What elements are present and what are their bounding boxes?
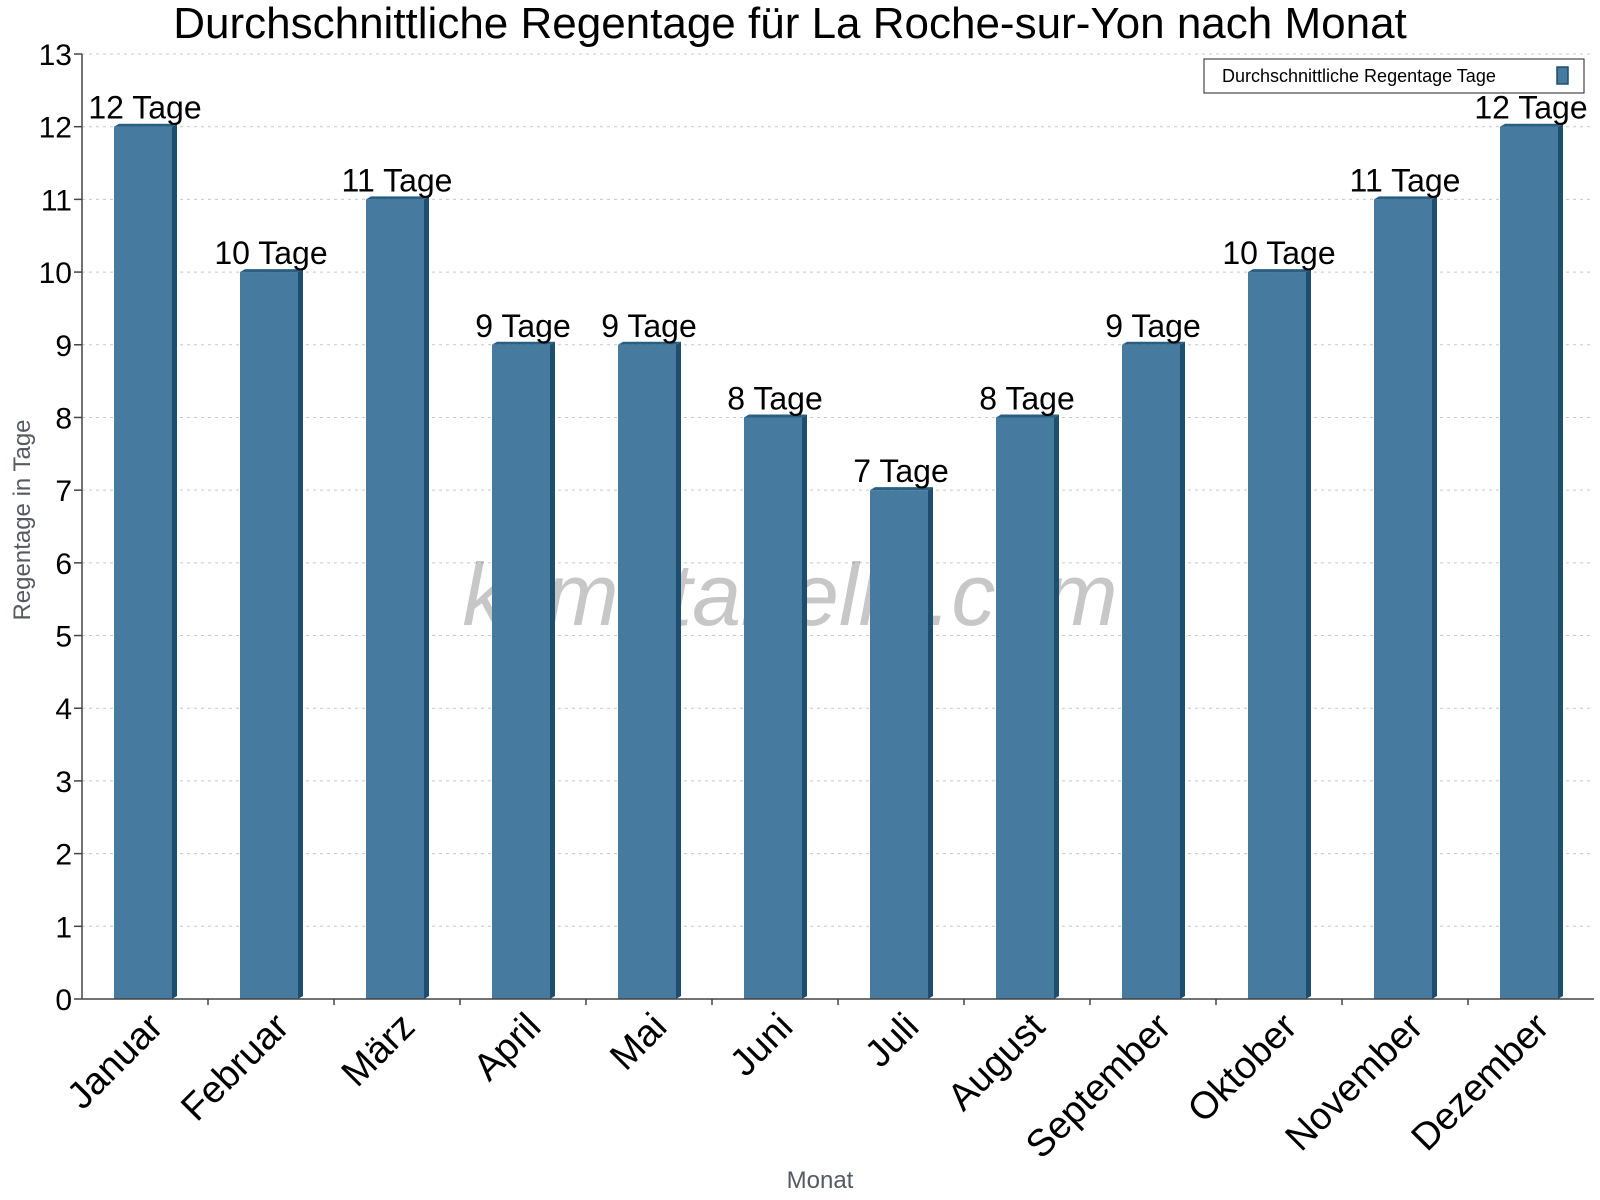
- x-tick-label: Dezember: [1404, 1005, 1558, 1159]
- bar-side: [424, 196, 429, 999]
- bar-top: [618, 341, 681, 345]
- bar-side: [802, 414, 807, 999]
- data-label: 7 Tage: [853, 453, 949, 489]
- y-tick-label: 12: [39, 112, 72, 145]
- bar-front: [996, 417, 1054, 999]
- bar-top: [744, 414, 807, 418]
- bar: [744, 414, 807, 999]
- y-tick-label: 2: [55, 839, 72, 872]
- y-tick-label: 7: [55, 475, 72, 508]
- chart-title: Durchschnittliche Regentage für La Roche…: [173, 0, 1407, 48]
- bar: [1374, 196, 1437, 999]
- bars: [114, 123, 1563, 1000]
- bar-top: [366, 196, 429, 200]
- y-tick-label: 5: [55, 621, 72, 654]
- bar-top: [492, 341, 555, 345]
- bar-top: [870, 487, 933, 491]
- bar-side: [172, 123, 177, 999]
- bar-side: [1054, 414, 1059, 999]
- x-tick-label: März: [334, 1006, 423, 1095]
- bar-side: [1306, 269, 1311, 1000]
- bar-front: [240, 272, 298, 1000]
- data-label: 11 Tage: [342, 162, 453, 198]
- bar-top: [240, 269, 303, 273]
- bar-front: [618, 344, 676, 999]
- bar: [366, 196, 429, 999]
- bar-front: [744, 417, 802, 999]
- bar: [114, 123, 177, 999]
- data-label: 9 Tage: [1105, 308, 1201, 344]
- bar-top: [1374, 196, 1437, 200]
- x-axis-ticks: Januar Februar März April Mai Juni Juli AugustS…: [59, 999, 1558, 1167]
- bar-top: [996, 414, 1059, 418]
- bar-front: [870, 490, 928, 999]
- bar: [1122, 341, 1185, 999]
- x-tick-label: Oktober: [1180, 1005, 1306, 1131]
- x-tick-label: August: [940, 1005, 1054, 1119]
- bar-front: [1248, 272, 1306, 1000]
- x-tick-label: Juni: [722, 1006, 801, 1085]
- data-label: 10 Tage: [1222, 235, 1335, 271]
- bar: [870, 487, 933, 999]
- y-tick-label: 11: [41, 184, 72, 217]
- bar-top: [1122, 341, 1185, 345]
- bar: [492, 341, 555, 999]
- bar-side: [298, 269, 303, 1000]
- bar-top: [1248, 269, 1311, 273]
- y-tick-label: 6: [55, 548, 72, 581]
- bar-top: [1500, 123, 1563, 127]
- y-axis-title: Regentage in Tage: [9, 419, 36, 620]
- data-label: 11 Tage: [1350, 162, 1461, 198]
- x-tick-label: Januar: [59, 1005, 171, 1117]
- bar-side: [1180, 341, 1185, 999]
- data-labels: 12 Tage 10 Tage 11 Tage 9 Tage 9 Tage 8 Tage 7…: [88, 90, 1587, 489]
- bar-side: [928, 487, 933, 999]
- data-label: 8 Tage: [727, 380, 823, 416]
- x-tick-label: November: [1278, 1005, 1432, 1159]
- data-label: 8 Tage: [979, 380, 1075, 416]
- x-tick-label: Mai: [602, 1006, 675, 1079]
- bar-side: [676, 341, 681, 999]
- y-tick-label: 10: [39, 257, 72, 290]
- x-tick-label: Juli: [857, 1006, 927, 1076]
- x-tick-label: April: [466, 1006, 549, 1089]
- bar-top: [114, 123, 177, 127]
- legend-box: [1203, 58, 1585, 94]
- y-tick-label: 4: [55, 693, 72, 726]
- data-label: 9 Tage: [475, 308, 571, 344]
- bar-side: [1432, 196, 1437, 999]
- y-tick-label: 9: [55, 330, 72, 363]
- bar-front: [114, 126, 172, 999]
- x-axis-title: Monat: [787, 1167, 854, 1194]
- data-label: 12 Tage: [1474, 90, 1587, 126]
- bar-front: [1500, 126, 1558, 999]
- bar: [1248, 269, 1311, 1000]
- x-tick-label: Februar: [173, 1005, 297, 1129]
- bar: [240, 269, 303, 1000]
- bar: [996, 414, 1059, 999]
- bar: [618, 341, 681, 999]
- legend-label: Durchschnittliche Regentage Tage: [1222, 66, 1496, 86]
- bar: [1500, 123, 1563, 999]
- legend-swatch: [1556, 66, 1569, 85]
- y-tick-label: 0: [55, 984, 72, 1017]
- data-label: 9 Tage: [601, 308, 697, 344]
- bar-side: [1558, 123, 1563, 999]
- bar-front: [492, 344, 550, 999]
- grid-lines: [82, 53, 1594, 927]
- bar-side: [550, 341, 555, 999]
- y-tick-label: 1: [55, 911, 72, 944]
- y-tick-label: 3: [55, 766, 72, 799]
- y-tick-label: 13: [39, 39, 72, 72]
- y-tick-label: 8: [55, 402, 72, 435]
- bar-front: [1374, 199, 1432, 999]
- data-label: 10 Tage: [214, 235, 327, 271]
- data-label: 12 Tage: [88, 90, 201, 126]
- bar-front: [366, 199, 424, 999]
- legend: Durchschnittliche Regentage Tage: [1203, 58, 1585, 94]
- bar-front: [1122, 344, 1180, 999]
